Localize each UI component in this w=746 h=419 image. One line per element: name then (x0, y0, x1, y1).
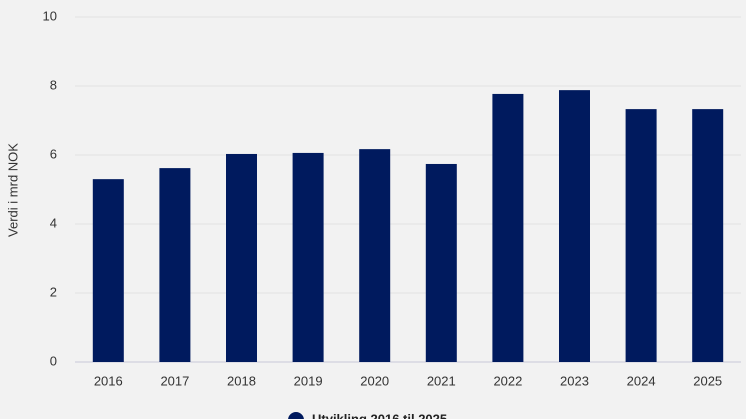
bar (559, 90, 590, 362)
y-tick-label: 8 (50, 77, 57, 92)
x-tick-label: 2023 (560, 373, 589, 388)
x-tick-label: 2024 (627, 373, 656, 388)
y-tick-label: 2 (50, 284, 57, 299)
bar (92, 179, 124, 362)
x-tick-label: 2018 (227, 373, 256, 388)
y-tick-label: 4 (50, 215, 57, 230)
bar (292, 152, 324, 362)
x-tick-label: 2016 (94, 373, 123, 388)
legend-marker (288, 412, 304, 419)
bar (692, 109, 724, 363)
x-tick-label: 2021 (427, 373, 456, 388)
bar (226, 153, 257, 362)
bar (625, 109, 657, 363)
x-tick-label: 2017 (160, 373, 189, 388)
x-tick-label: 2020 (360, 373, 389, 388)
legend-label: Utvikling 2016 til 2025 (312, 411, 447, 419)
x-tick-label: 2022 (493, 373, 522, 388)
bar (359, 149, 391, 362)
x-tick-label: 2019 (294, 373, 323, 388)
bar (425, 163, 457, 362)
y-tick-label: 0 (50, 353, 57, 368)
y-tick-label: 6 (50, 146, 57, 161)
bar (159, 168, 191, 362)
x-tick-label: 2025 (693, 373, 722, 388)
y-axis-label: Verdi i mrd NOK (5, 143, 20, 237)
bar (492, 93, 524, 362)
y-tick-label: 10 (43, 8, 57, 23)
